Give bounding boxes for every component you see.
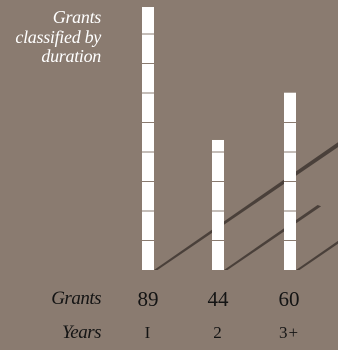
value-label: 44	[207, 287, 229, 311]
category-label: 2	[213, 323, 223, 342]
category-label: 3+	[278, 323, 300, 342]
bar	[142, 7, 154, 270]
chart-title: Grants classified by duration	[15, 7, 101, 66]
values-row-label: Grants	[51, 288, 101, 309]
bar-shadow	[296, 240, 338, 270]
bar-shadow	[224, 204, 322, 270]
categories-row-label: Years	[61, 322, 102, 343]
value-label: 89	[137, 287, 159, 311]
bar-shadow	[154, 142, 338, 270]
category-label: I	[144, 323, 152, 342]
bar	[212, 139, 224, 270]
value-label: 60	[278, 287, 300, 311]
bars	[142, 7, 296, 270]
bar-shadows	[154, 142, 338, 270]
